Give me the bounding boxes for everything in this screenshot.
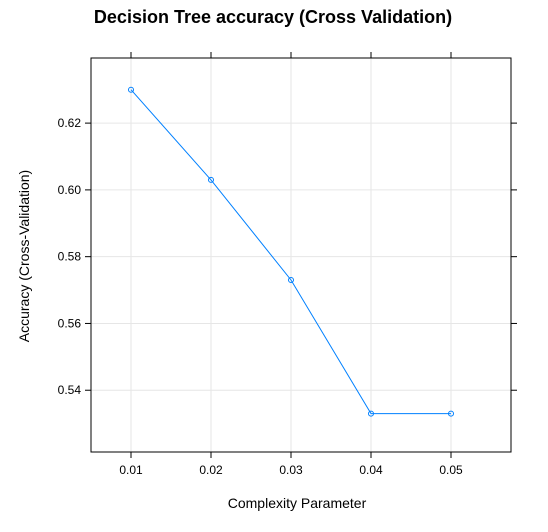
y-tick-label-4: 0.62 <box>58 116 82 130</box>
y-tick-label-1: 0.56 <box>58 316 82 330</box>
x-tick-label-2: 0.03 <box>279 463 303 477</box>
x-tick-label-4: 0.05 <box>439 463 463 477</box>
plot-frame <box>90 57 512 453</box>
data-point-3 <box>368 410 374 417</box>
x-axis-label: Complexity Parameter <box>228 495 367 511</box>
data-point-4 <box>448 410 454 417</box>
chart-title: Decision Tree accuracy (Cross Validation… <box>94 7 452 27</box>
x-tick-label-0: 0.01 <box>119 463 143 477</box>
axis-ticks: 0.01 0.02 0.03 0.04 0.05 0.54 0.56 0.58 0.60 0.62 <box>58 52 517 477</box>
y-axis-label: Accuracy (Cross-Validation) <box>16 170 32 342</box>
data-point-0 <box>128 86 134 93</box>
y-tick-label-2: 0.58 <box>58 250 82 264</box>
series-line <box>130 89 451 415</box>
y-tick-label-3: 0.60 <box>58 183 82 197</box>
grid-lines <box>91 58 511 452</box>
x-tick-label-1: 0.02 <box>199 463 223 477</box>
data-point-2 <box>288 277 294 284</box>
data-series <box>128 86 454 417</box>
x-tick-label-3: 0.04 <box>359 463 383 477</box>
data-point-1 <box>208 176 214 183</box>
y-tick-label-0: 0.54 <box>58 383 82 397</box>
